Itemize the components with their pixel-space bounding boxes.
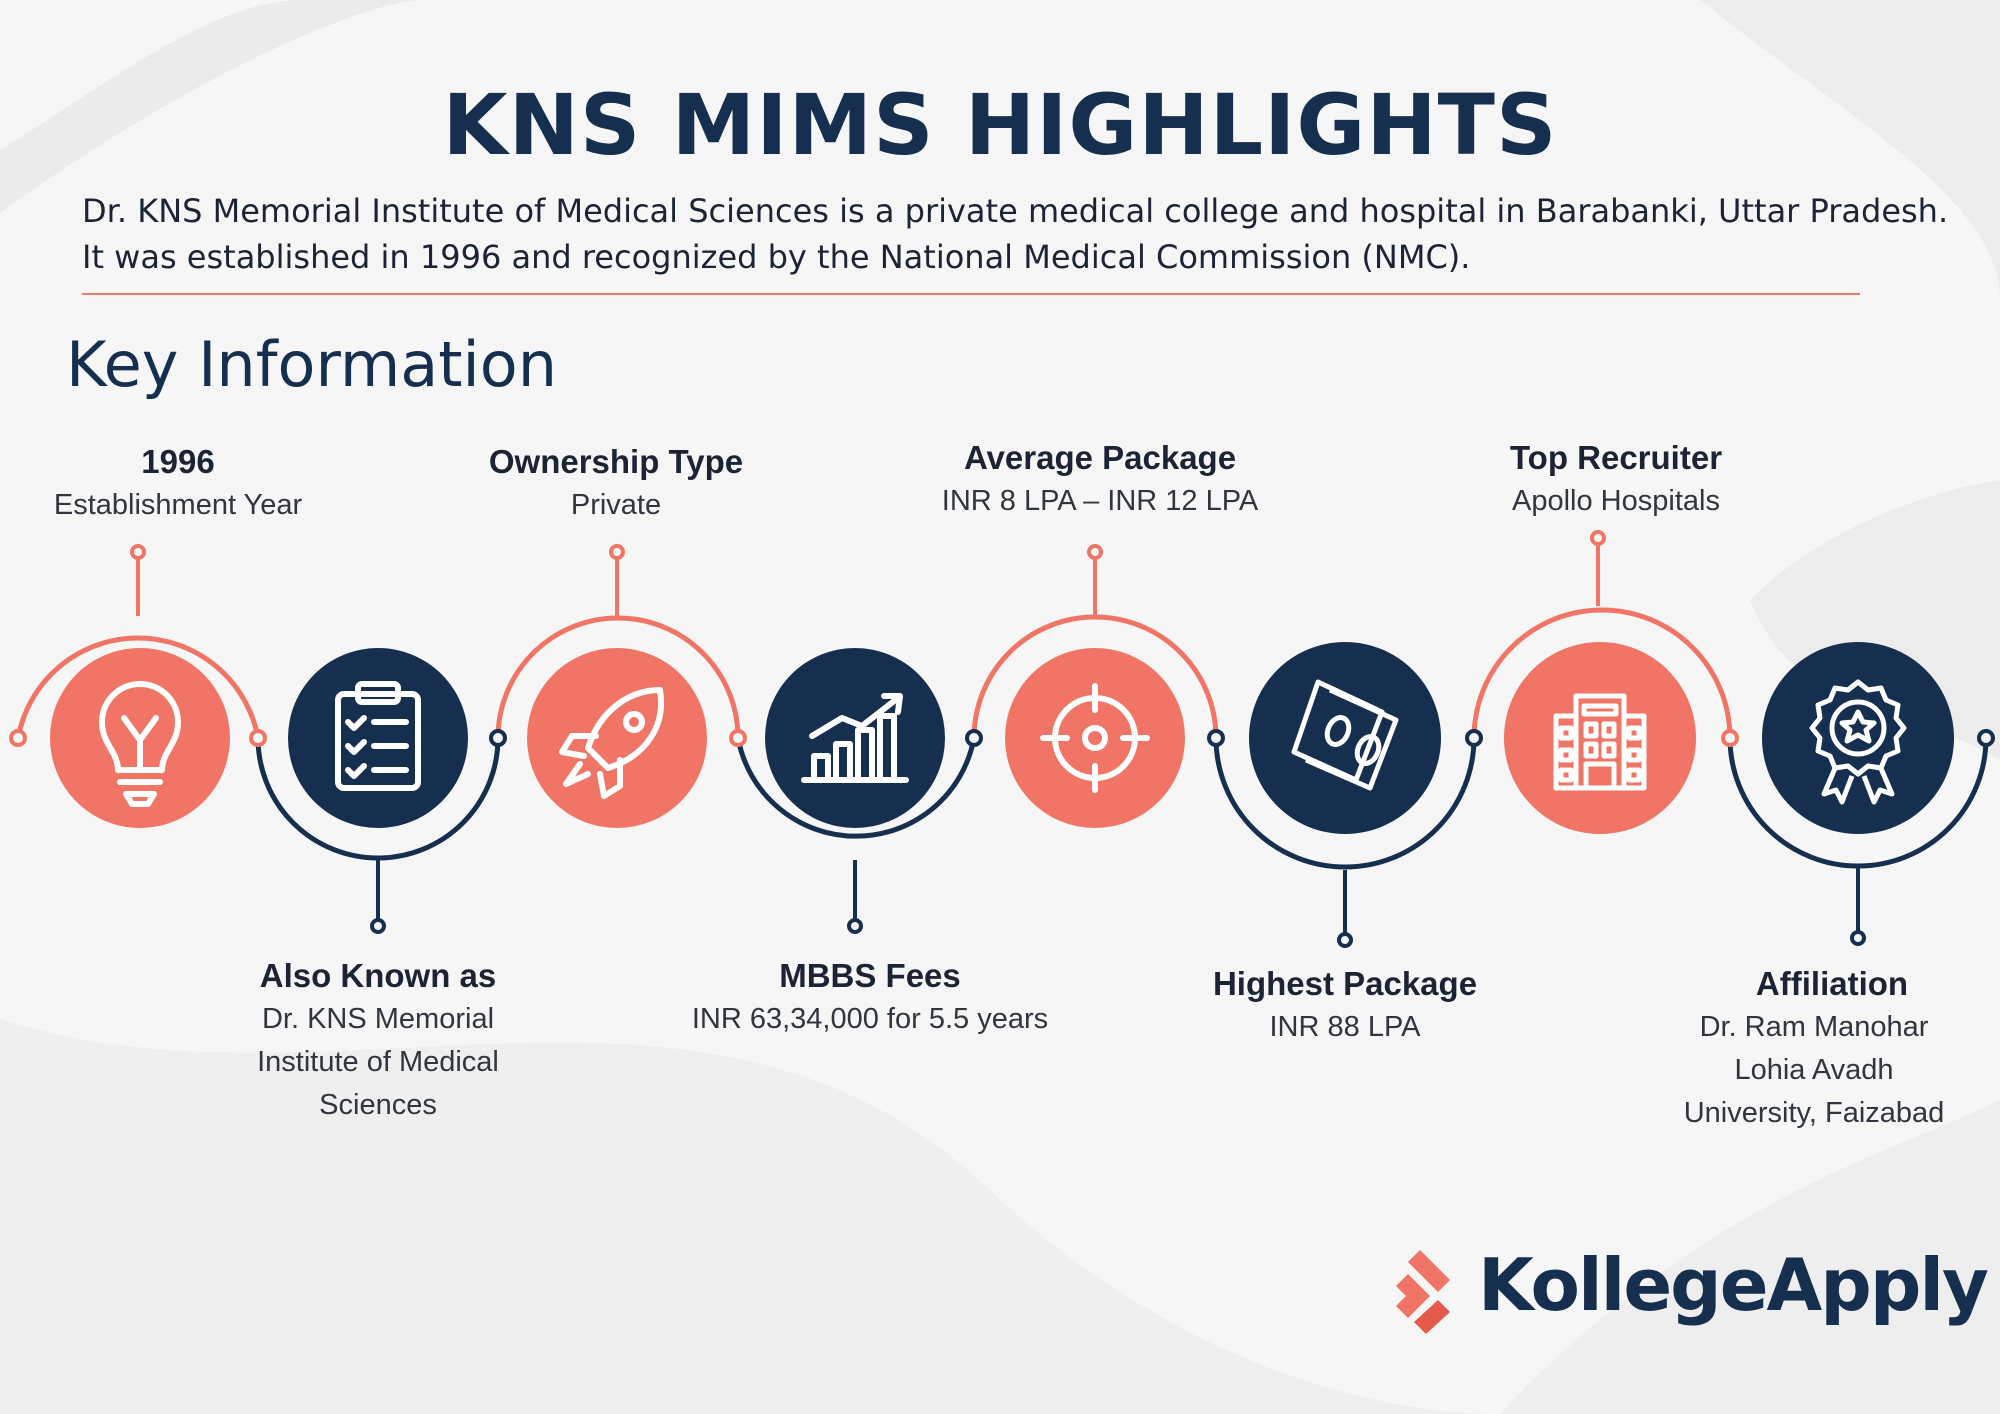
item-top-recruiter: Top Recruiter Apollo Hospitals bbox=[1436, 436, 1796, 523]
item-ownership-type: Ownership Type Private bbox=[456, 440, 776, 527]
timeline-arc bbox=[15, 635, 261, 739]
junction-dot bbox=[489, 729, 507, 747]
kollegeapply-logo: KollegeApply bbox=[1378, 1230, 1989, 1340]
header-divider bbox=[82, 293, 1860, 295]
item-value: Apollo Hospitals bbox=[1512, 485, 1720, 517]
timeline-arc bbox=[255, 737, 501, 861]
connector-dot bbox=[1850, 930, 1866, 946]
building-icon bbox=[1504, 642, 1696, 834]
item-heading: Also Known as bbox=[259, 957, 497, 994]
item-value: INR 8 LPA – INR 12 LPA bbox=[941, 485, 1259, 517]
item-heading: 1996 bbox=[141, 443, 215, 480]
item-heading: Top Recruiter bbox=[1509, 439, 1723, 476]
rocket-icon bbox=[527, 648, 707, 828]
item-mbbs-fees: MBBS Fees INR 63,34,000 for 5.5 years bbox=[660, 954, 1080, 1041]
award-badge-icon bbox=[1762, 642, 1954, 834]
money-bills-icon bbox=[1249, 642, 1441, 834]
item-also-known-as: Also Known as Dr. KNS Memorial Institute… bbox=[228, 954, 528, 1127]
junction-dot bbox=[1465, 729, 1483, 747]
junction-dot bbox=[729, 729, 747, 747]
lightbulb-icon bbox=[50, 648, 230, 828]
logo-text: KollegeApply bbox=[1478, 1243, 1989, 1327]
item-value: Establishment Year bbox=[53, 489, 303, 521]
item-affiliation: Affiliation Dr. Ram Manohar Lohia Avadh … bbox=[1664, 962, 1964, 1135]
timeline-arc bbox=[735, 737, 977, 839]
item-value: INR 88 LPA bbox=[1269, 1011, 1421, 1043]
item-establishment-year: 1996 Establishment Year bbox=[28, 440, 328, 527]
kollegeapply-logo-icon bbox=[1396, 1250, 1450, 1334]
connector-dot bbox=[370, 918, 386, 934]
junction-dot bbox=[249, 729, 267, 747]
timeline-arc bbox=[1213, 737, 1477, 870]
junction-dot bbox=[1721, 729, 1739, 747]
junction-dot bbox=[1977, 729, 1995, 747]
item-average-package: Average Package INR 8 LPA – INR 12 LPA bbox=[900, 436, 1300, 523]
junction-dot bbox=[9, 729, 27, 747]
intro-description: Dr. KNS Memorial Institute of Medical Sc… bbox=[82, 192, 1949, 276]
connector-dot bbox=[847, 918, 863, 934]
item-heading: Average Package bbox=[963, 439, 1237, 476]
connector-dot bbox=[609, 544, 625, 560]
page-title: KNS MIMS HIGHLIGHTS bbox=[442, 76, 1558, 174]
checklist-clipboard-icon bbox=[288, 648, 468, 828]
item-heading: Affiliation bbox=[1755, 965, 1909, 1002]
item-value: Dr. KNS Memorial Institute of Medical Sc… bbox=[257, 1003, 499, 1121]
item-heading: Highest Package bbox=[1212, 965, 1478, 1002]
item-value: INR 63,34,000 for 5.5 years bbox=[691, 1003, 1049, 1035]
timeline-arc bbox=[1471, 607, 1733, 739]
connector-dot bbox=[1590, 530, 1606, 546]
item-heading: Ownership Type bbox=[488, 443, 744, 480]
section-title: Key Information bbox=[66, 328, 558, 401]
item-heading: MBBS Fees bbox=[779, 957, 961, 994]
timeline-arc bbox=[1727, 737, 1989, 869]
item-value: Dr. Ram Manohar Lohia Avadh University, … bbox=[1683, 1011, 1945, 1129]
item-highest-package: Highest Package INR 88 LPA bbox=[1170, 962, 1520, 1049]
junction-dot bbox=[1207, 729, 1225, 747]
target-icon bbox=[1005, 648, 1185, 828]
connector-dot bbox=[1337, 932, 1353, 948]
junction-dot bbox=[965, 729, 983, 747]
connector-dot bbox=[130, 544, 146, 560]
growth-chart-icon bbox=[765, 648, 945, 828]
connector-dot bbox=[1087, 544, 1103, 560]
item-value: Private bbox=[570, 489, 662, 521]
